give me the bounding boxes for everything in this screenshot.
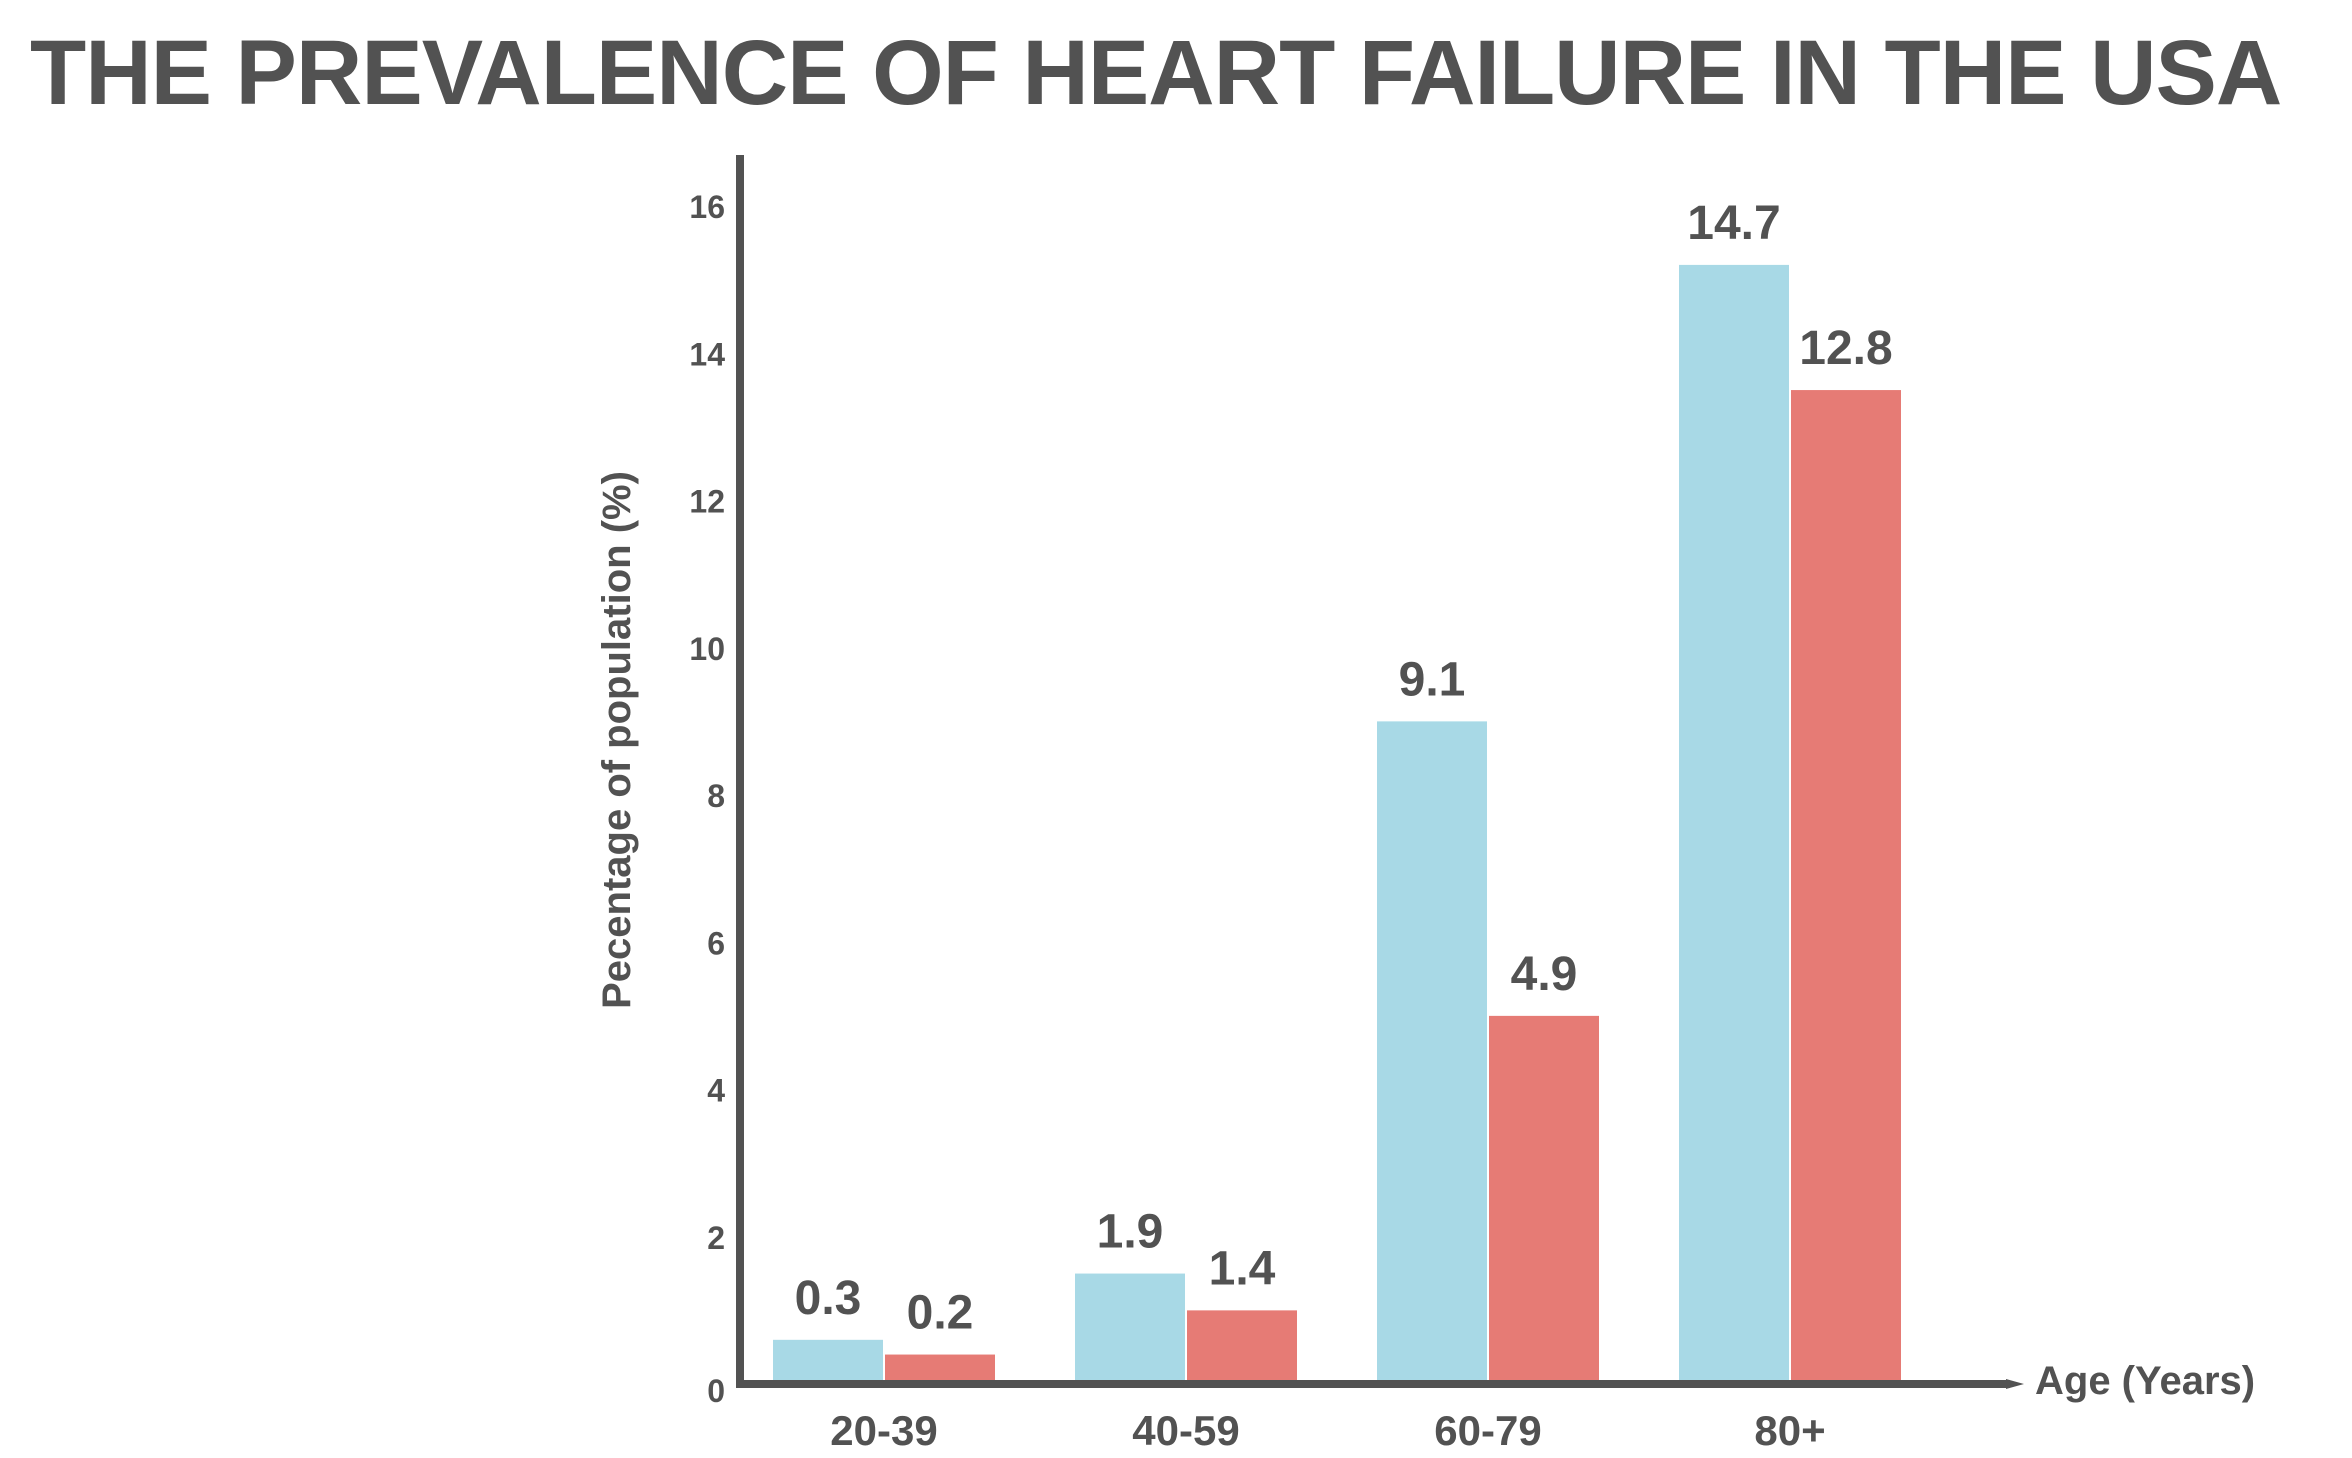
y-tick-label: 16 xyxy=(689,189,725,225)
x-axis-arrow xyxy=(2006,1379,2024,1389)
data-label-series-a-80+: 14.7 xyxy=(1687,197,1780,250)
data-label-series-b-40-59: 1.4 xyxy=(1209,1242,1276,1295)
bar-series-b-20-39 xyxy=(885,1354,995,1380)
x-axis-label: Age (Years) xyxy=(2035,1359,2255,1403)
data-label-series-a-40-59: 1.9 xyxy=(1097,1206,1164,1259)
bar-series-a-60-79 xyxy=(1377,721,1487,1380)
data-label-series-b-80+: 12.8 xyxy=(1799,322,1892,375)
x-tick-label-60-79: 60-79 xyxy=(1434,1407,1541,1454)
data-label-series-a-60-79: 9.1 xyxy=(1399,653,1466,706)
x-tick-label-40-59: 40-59 xyxy=(1132,1407,1239,1454)
x-tick-label-80+: 80+ xyxy=(1754,1407,1825,1454)
data-label-series-b-20-39: 0.2 xyxy=(907,1287,974,1340)
bar-series-a-20-39 xyxy=(773,1339,883,1380)
y-tick-label: 6 xyxy=(707,925,725,961)
y-tick-label: 10 xyxy=(689,631,725,667)
bar-series-a-40-59 xyxy=(1075,1273,1185,1380)
y-axis: 0 2 4 6 8 10 12 14 16 xyxy=(689,155,744,1409)
y-axis-label: Pecentage of population (%) xyxy=(595,471,639,1009)
data-labels: 0.3 0.2 1.9 1.4 9.1 4.9 14.7 12.8 xyxy=(795,197,1893,1340)
y-tick-label: 14 xyxy=(689,336,725,372)
x-axis: 20-39 40-59 60-79 80+ xyxy=(736,1379,2024,1454)
chart-title: THE PREVALENCE OF HEART FAILURE IN THE U… xyxy=(30,22,2282,124)
data-label-series-b-60-79: 4.9 xyxy=(1511,948,1578,1001)
bar-series-b-40-59 xyxy=(1187,1310,1297,1380)
y-tick-label: 4 xyxy=(707,1073,725,1109)
x-tick-label-20-39: 20-39 xyxy=(830,1407,937,1454)
y-tick-label: 0 xyxy=(707,1373,725,1409)
bar-series-a-80+ xyxy=(1679,264,1789,1380)
bars xyxy=(773,264,1901,1380)
y-tick-label: 12 xyxy=(689,484,725,520)
y-tick-label: 2 xyxy=(707,1220,725,1256)
bar-series-b-60-79 xyxy=(1489,1015,1599,1380)
bar-series-b-80+ xyxy=(1791,390,1901,1380)
data-label-series-a-20-39: 0.3 xyxy=(795,1272,862,1325)
y-tick-label: 8 xyxy=(707,778,725,814)
